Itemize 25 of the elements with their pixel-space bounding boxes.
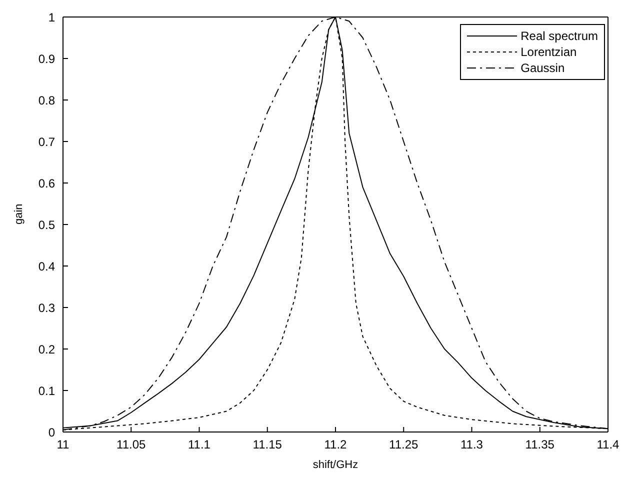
x-tick-label: 11.25 xyxy=(389,438,419,452)
x-tick-label: 11.2 xyxy=(324,438,348,452)
legend-label: Gaussin xyxy=(520,61,565,75)
y-tick-label: 0.8 xyxy=(38,93,56,108)
y-axis-title: gain xyxy=(12,204,25,224)
x-tick-label: 11.05 xyxy=(116,438,146,452)
y-tick-label: 0.7 xyxy=(38,134,56,149)
x-axis-title: shift/GHz xyxy=(312,459,358,471)
y-tick-label: 0.9 xyxy=(38,52,56,66)
x-tick-label: 11.3 xyxy=(460,438,484,452)
y-tick-label: 0.3 xyxy=(38,300,56,315)
y-tick-label: 0.5 xyxy=(38,218,56,232)
legend-label: Lorentzian xyxy=(520,45,577,59)
y-tick-label: 0.2 xyxy=(38,342,56,356)
x-tick-label: 11.35 xyxy=(525,438,555,452)
y-tick-label: 0.4 xyxy=(38,259,56,274)
x-tick-label: 11 xyxy=(56,438,70,452)
y-tick-label: 0 xyxy=(48,425,56,440)
x-tick-label: 11.4 xyxy=(596,438,620,452)
legend-label: Real spectrum xyxy=(520,29,598,43)
y-tick-label: 0.1 xyxy=(38,384,56,398)
x-tick-label: 11.1 xyxy=(188,438,211,452)
y-tick-label: 0.6 xyxy=(38,176,56,190)
x-tick-label: 11.15 xyxy=(252,438,282,452)
y-tick-label: 1 xyxy=(48,10,56,24)
